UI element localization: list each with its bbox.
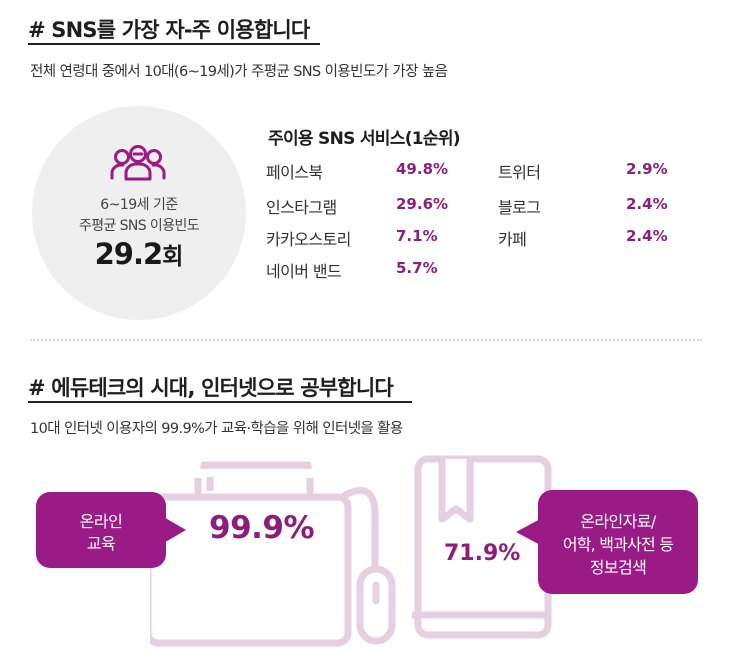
section-divider <box>30 339 702 341</box>
section1-heading: # SNS를 가장 자-주 이용합니다 <box>28 18 310 42</box>
service-name: 트위터 <box>498 163 541 182</box>
people-group-icon <box>108 144 168 184</box>
section1-subtitle: 전체 연령대 중에서 10대(6~19세)가 주평균 SNS 이용빈도가 가장 … <box>30 64 448 80</box>
service-pct: 29.6% <box>396 195 449 213</box>
services-title: 주이용 SNS 서비스(1순위) <box>268 129 461 149</box>
section1-heading-underline <box>28 43 320 45</box>
info-search-value: 71.9% <box>444 541 521 566</box>
bubble-tail <box>162 516 186 544</box>
section2-subtitle: 10대 인터넷 이용자의 99.9%가 교육·학습을 위해 인터넷을 활용 <box>30 421 403 437</box>
computer-monitor-icon <box>150 460 352 647</box>
sns-frequency-value: 29.2회 <box>32 237 246 271</box>
right-bubble-line2: 어학, 백과사전 등 <box>562 535 674 554</box>
online-education-value: 99.9% <box>209 510 315 546</box>
service-pct: 2.4% <box>626 227 668 245</box>
service-name: 블로그 <box>498 198 541 217</box>
service-name: 카카오스토리 <box>266 230 351 249</box>
circle-caption-line1: 6~19세 기준 <box>100 197 178 213</box>
right-bubble-line3: 정보검색 <box>589 558 647 577</box>
service-pct: 49.8% <box>396 160 449 178</box>
service-name: 네이버 밴드 <box>266 262 342 281</box>
sns-frequency-circle: 6~19세 기준 주평균 SNS 이용빈도 29.2회 <box>32 106 246 320</box>
frequency-number: 29.2 <box>94 237 164 271</box>
service-pct: 2.4% <box>626 195 668 213</box>
service-name: 인스타그램 <box>266 198 337 217</box>
service-pct: 7.1% <box>396 227 438 245</box>
edutech-illustration <box>150 455 552 647</box>
section2-heading: # 에듀테크의 시대, 인터넷으로 공부합니다 <box>28 376 394 400</box>
left-bubble-line2: 교육 <box>86 534 116 553</box>
section2-heading-underline <box>28 401 412 403</box>
info-search-bubble: 온라인자료/ 어학, 백과사전 등 정보검색 <box>516 490 698 594</box>
frequency-unit: 회 <box>162 244 184 270</box>
mouse-icon <box>341 487 396 645</box>
right-bubble-line1: 온라인자료/ <box>580 512 656 531</box>
left-bubble-line1: 온라인 <box>79 512 123 531</box>
circle-caption-line2: 주평균 SNS 이용빈도 <box>78 218 200 234</box>
service-pct: 5.7% <box>396 259 438 277</box>
service-name: 페이스북 <box>266 163 323 182</box>
service-name: 카페 <box>498 230 527 249</box>
service-pct: 2.9% <box>626 160 668 178</box>
bubble-tail <box>516 518 542 546</box>
online-education-bubble: 온라인 교육 <box>36 492 186 568</box>
